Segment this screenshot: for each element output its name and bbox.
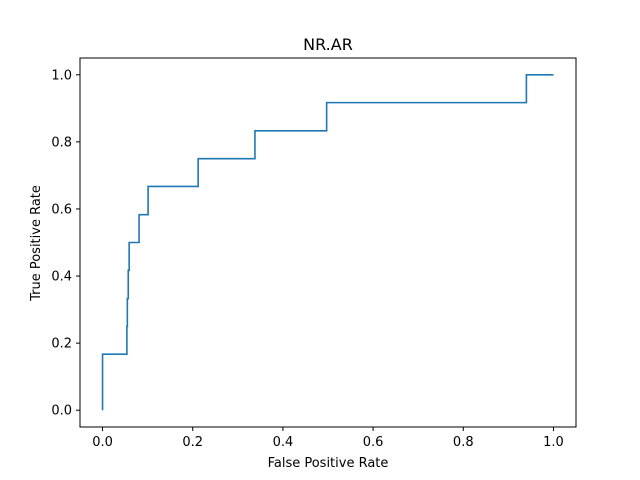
axes-frame [79, 57, 577, 428]
y-tick-label: 0.4 [51, 270, 72, 285]
y-tick-label: 0.0 [51, 404, 72, 419]
y-tick-label: 0.2 [51, 337, 72, 352]
y-axis: 0.0 0.2 0.4 0.6 0.8 1.0 [51, 68, 80, 419]
plot-area [79, 57, 577, 428]
y-tick-label: 0.6 [51, 202, 72, 217]
x-axis-label: False Positive Rate [268, 456, 389, 471]
x-tick-label: 0.8 [453, 435, 474, 450]
x-tick-label: 0.2 [182, 435, 203, 450]
y-tick-label: 1.0 [51, 68, 72, 83]
x-tick-label: 0.0 [92, 435, 113, 450]
y-tick-label: 0.8 [51, 135, 72, 150]
x-tick-label: 0.6 [363, 435, 384, 450]
roc-curve-line [101, 73, 554, 411]
x-tick-label: 0.4 [273, 435, 294, 450]
y-axis-label: True Positive Rate [29, 185, 44, 302]
chart-title: NR.AR [303, 35, 353, 54]
x-axis: 0.0 0.2 0.4 0.6 0.8 1.0 [92, 427, 564, 450]
x-tick-label: 1.0 [543, 435, 564, 450]
